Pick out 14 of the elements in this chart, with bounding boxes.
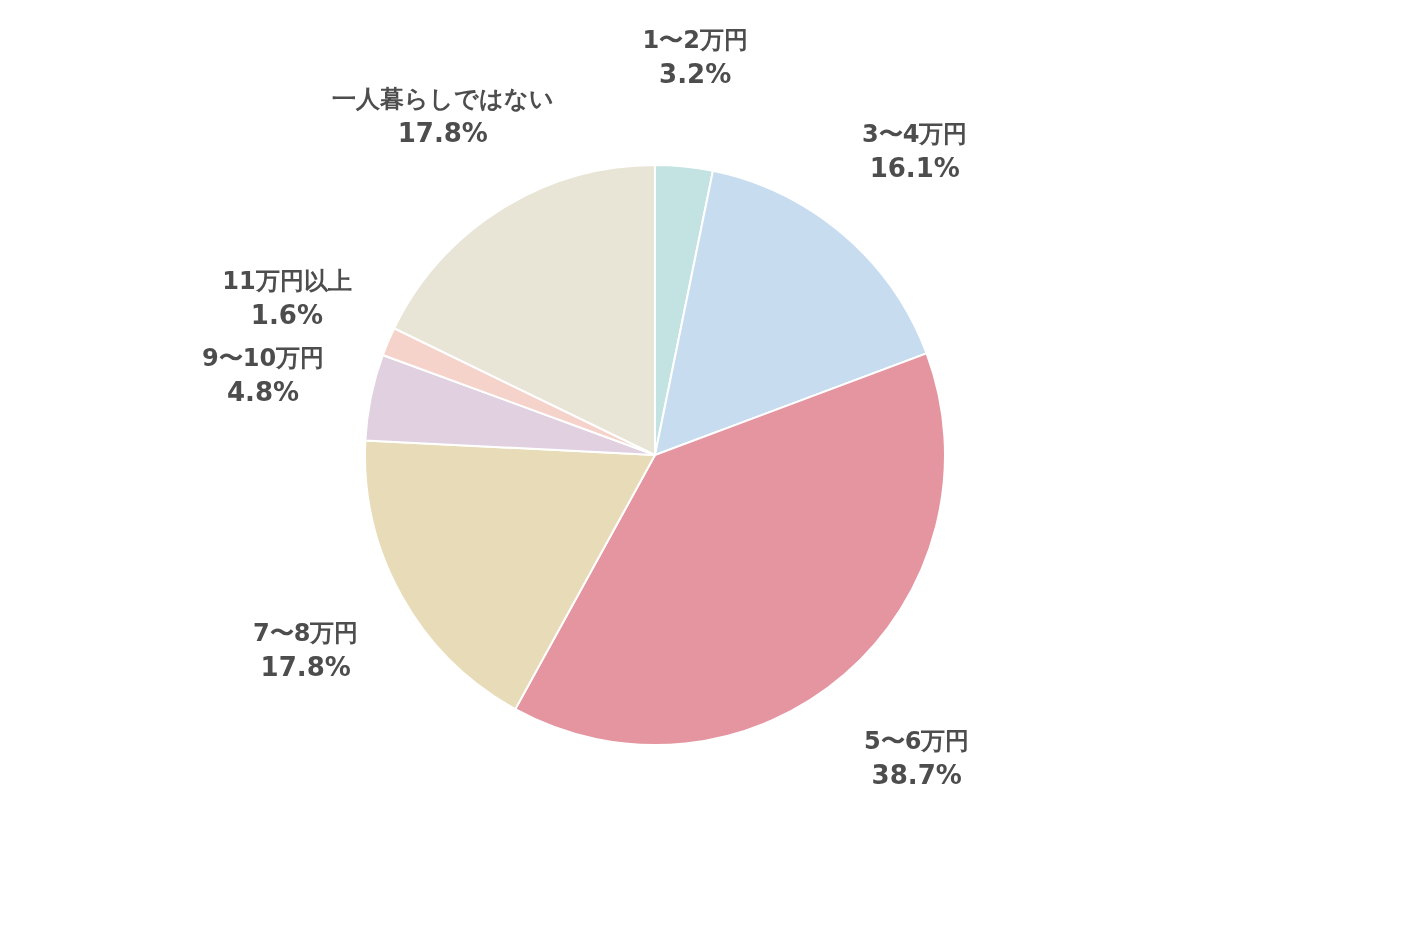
data-label: 38.7% xyxy=(871,759,962,790)
slice-label: 11万円以上 xyxy=(222,267,352,296)
slice-label: 7〜8万円 xyxy=(252,618,359,647)
data-label: 17.8% xyxy=(260,651,351,682)
data-label: 16.1% xyxy=(869,152,960,183)
slice-label: 1〜2万円 xyxy=(642,26,748,55)
slice-label: 9〜10万円 xyxy=(202,344,325,373)
slice-label: 一人暮らしではない xyxy=(331,84,554,113)
slice-label: 5〜6万円 xyxy=(863,726,970,755)
data-label: 3.2% xyxy=(659,59,732,90)
slice-label: 3〜4万円 xyxy=(862,119,968,148)
data-label: 17.8% xyxy=(397,117,488,148)
data-label: 4.8% xyxy=(227,377,300,408)
data-label: 1.6% xyxy=(250,300,323,331)
